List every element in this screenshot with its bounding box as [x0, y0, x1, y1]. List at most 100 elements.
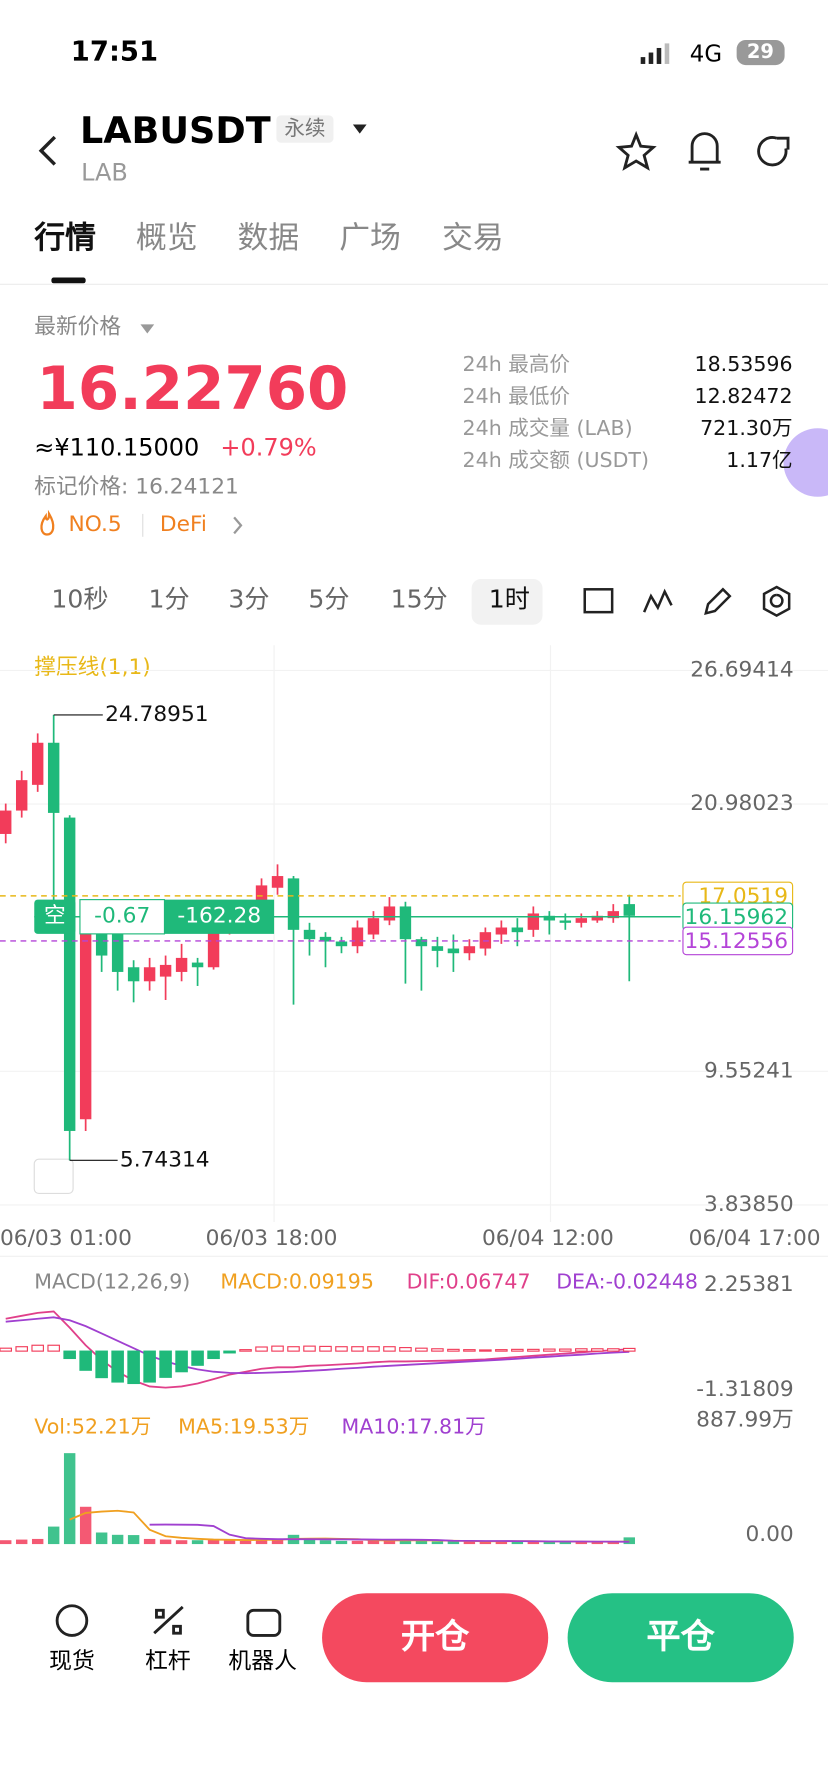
- y-tick-label: 20.98023: [690, 791, 793, 816]
- volume-bar: [415, 1540, 428, 1545]
- alert-button[interactable]: [688, 132, 721, 171]
- macd-bar: [351, 1346, 364, 1352]
- signal-icon: [640, 43, 670, 64]
- macd-bar: [207, 1350, 220, 1360]
- candle-body: [207, 929, 220, 968]
- expand-button[interactable]: [33, 1158, 74, 1195]
- chart-tools: [583, 585, 791, 618]
- tool-settings[interactable]: [762, 585, 791, 618]
- mark-price: 标记价格: 16.24121: [34, 473, 239, 500]
- macd-bar: [63, 1350, 76, 1360]
- macd-bar: [31, 1344, 44, 1352]
- volume-bar: [207, 1538, 220, 1545]
- macd-bar: [271, 1345, 284, 1352]
- candle-body: [575, 918, 588, 923]
- position-pnl: -0.67: [94, 904, 150, 929]
- tool-draw[interactable]: [704, 587, 732, 616]
- macd-bar: [399, 1347, 412, 1352]
- x-tick-label: 06/03 01:00: [0, 1226, 132, 1251]
- network: 4G: [689, 39, 723, 68]
- y-tick-label: 2.25381: [704, 1272, 794, 1297]
- dropdown-icon[interactable]: [140, 324, 155, 334]
- macd-bar: [622, 1347, 636, 1352]
- timeframe[interactable]: 10秒: [51, 585, 109, 615]
- stat-label: 24h 最高价: [462, 352, 570, 377]
- timeframe[interactable]: 15分: [390, 585, 448, 615]
- tab[interactable]: 行情: [34, 220, 96, 256]
- stat-label: 24h 最低价: [462, 384, 570, 409]
- volume-bar: [463, 1541, 476, 1545]
- timeframe[interactable]: 5分: [308, 585, 350, 615]
- timeframe[interactable]: 1分: [148, 585, 190, 615]
- tab[interactable]: 交易: [441, 220, 504, 256]
- candle-body: [351, 927, 364, 947]
- tool-indicator[interactable]: [642, 588, 673, 613]
- volume-bar: [575, 1541, 588, 1545]
- close-button[interactable]: [567, 1593, 794, 1683]
- volume-bar: [143, 1538, 156, 1545]
- nav-label[interactable]: 机器人: [228, 1646, 297, 1675]
- dropdown-icon[interactable]: [352, 124, 367, 134]
- y-tick-label: 9.55241: [704, 1058, 794, 1083]
- timeframe[interactable]: 3分: [228, 585, 270, 615]
- volume-bar: [223, 1540, 236, 1545]
- tab[interactable]: 数据: [237, 220, 300, 256]
- chevron[interactable]: [233, 516, 243, 535]
- volume-bar: [351, 1540, 364, 1545]
- indicator-title: MACD(12,26,9): [34, 1270, 190, 1294]
- y-tick-label: 3.83850: [704, 1192, 794, 1217]
- hot-icon: [40, 509, 55, 536]
- candle-body: [143, 967, 156, 982]
- action-label[interactable]: 开仓: [400, 1617, 470, 1658]
- volume-bar: [447, 1541, 460, 1545]
- volume-bar: [623, 1537, 635, 1545]
- stat-value: 1.17亿: [726, 448, 793, 473]
- volume-bar: [239, 1540, 252, 1545]
- macd-bar: [335, 1346, 348, 1352]
- candle-body: [95, 920, 108, 956]
- change: +0.79%: [220, 433, 317, 462]
- candle-body: [447, 948, 460, 954]
- floating-button[interactable]: [783, 428, 828, 497]
- share-button[interactable]: [757, 136, 790, 167]
- tab[interactable]: 概览: [135, 220, 198, 256]
- macd-bar: [143, 1350, 156, 1383]
- tool-fullscreen[interactable]: [583, 588, 614, 614]
- macd-bar: [479, 1349, 492, 1352]
- candle-body: [31, 742, 44, 785]
- bot-icon[interactable]: [246, 1608, 282, 1637]
- macd-bar: [591, 1348, 604, 1352]
- macd-bar: [127, 1350, 140, 1385]
- rank[interactable]: NO.5: [68, 511, 122, 537]
- x-tick-label: 06/03 18:00: [206, 1226, 338, 1251]
- y-tick-label: 0.00: [745, 1522, 793, 1547]
- tab[interactable]: 广场: [339, 220, 401, 256]
- candle-body: [63, 817, 76, 1131]
- favorite-button[interactable]: [615, 130, 657, 171]
- candle-body: [47, 742, 60, 813]
- volume-bar: [15, 1539, 28, 1545]
- margin-icon[interactable]: [153, 1605, 184, 1635]
- volume-bar: [63, 1453, 76, 1545]
- timeframe[interactable]: 1时: [488, 585, 530, 615]
- spot-icon[interactable]: [55, 1604, 89, 1637]
- candle-body: [287, 878, 300, 930]
- candle-body: [191, 962, 204, 968]
- back-button[interactable]: [38, 135, 57, 166]
- stat-label: 24h 成交量 (LAB): [462, 416, 633, 441]
- nav-label[interactable]: 杠杆: [145, 1646, 191, 1675]
- candle-body: [303, 929, 316, 940]
- volume-bar: [127, 1535, 140, 1545]
- action-label[interactable]: 平仓: [646, 1617, 715, 1658]
- macd-line: [5, 1310, 630, 1389]
- price-line-box: [682, 926, 794, 956]
- last-price: 16.22760: [36, 355, 349, 424]
- open-button[interactable]: [322, 1593, 549, 1683]
- nav-label[interactable]: 现货: [49, 1646, 95, 1675]
- volume-bar: [319, 1540, 332, 1545]
- volume-bar: [303, 1538, 316, 1545]
- candle-body: [415, 939, 428, 947]
- candle-body: [271, 876, 284, 888]
- macd-bar: [223, 1350, 236, 1354]
- sector[interactable]: DeFi: [159, 511, 207, 537]
